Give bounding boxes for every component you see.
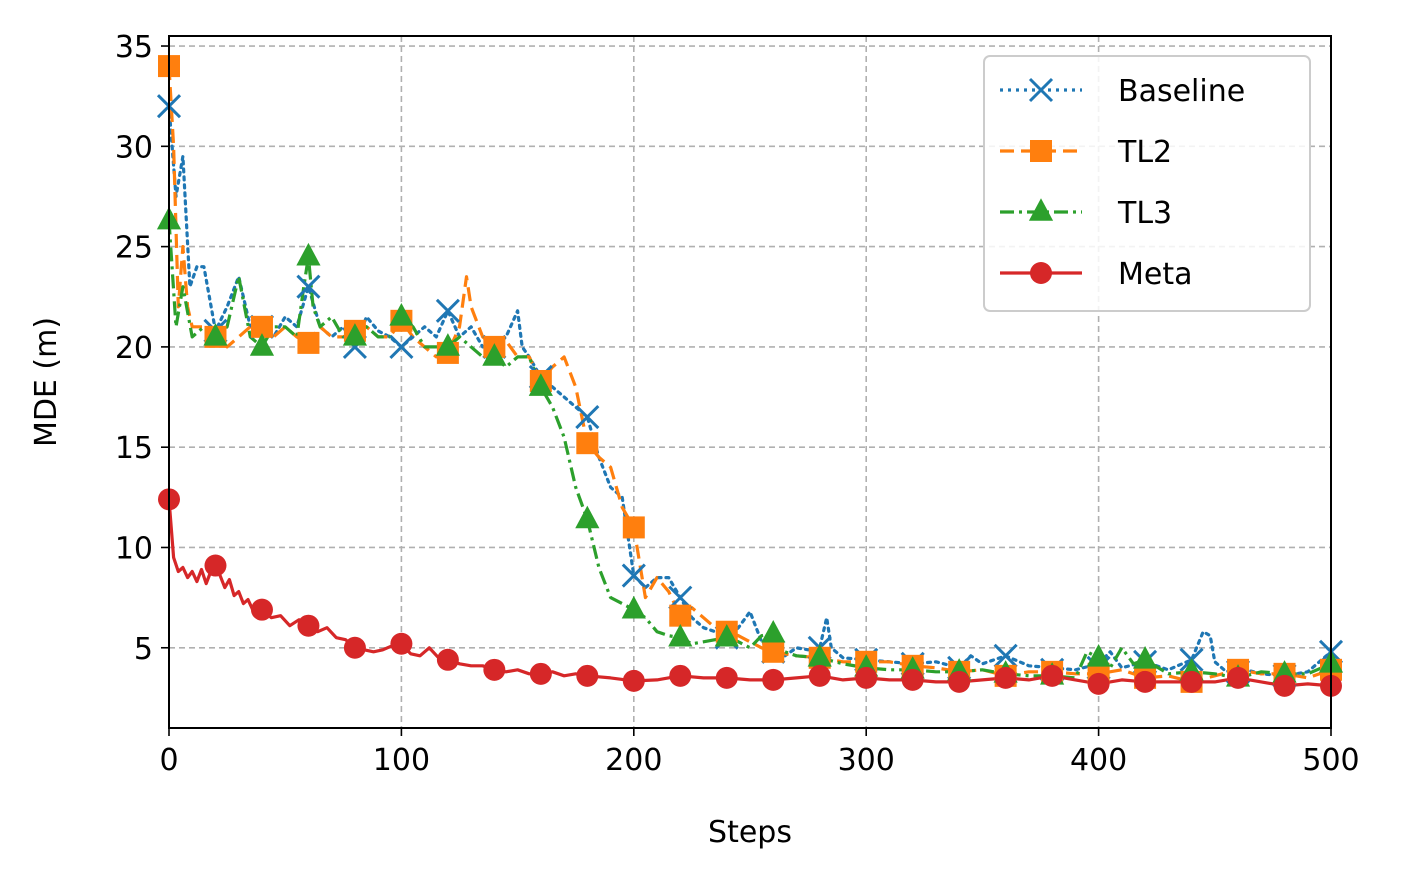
y-tick-label: 10 [115,531,153,566]
marker-meta [390,632,413,655]
marker-meta [576,664,599,687]
ticks: 0 100 200 300 400 500 5 10 15 20 25 30 35 [115,30,1360,778]
marker-tl3 [1086,644,1111,667]
marker-meta [715,666,738,689]
marker-meta [669,664,692,687]
marker-baseline-stroke [621,563,646,588]
marker-tl3 [621,595,646,619]
marker-meta [1134,670,1157,693]
marker-tl2 [250,315,273,338]
marker-tl2 [762,640,785,663]
marker-meta [1041,664,1064,687]
marker-meta [1180,670,1203,693]
legend-marker-tl2 [1030,140,1052,162]
marker-tl3 [1132,646,1158,669]
marker-tl3 [249,333,275,356]
marker-baseline [435,298,460,323]
marker-meta [762,668,785,691]
marker-tl3 [714,623,739,647]
legend-label-tl3: TL3 [1117,196,1172,231]
marker-layer [156,55,1344,697]
legend-box [983,55,1311,312]
marker-baseline-stroke [993,643,1018,668]
marker-meta [622,669,645,692]
plot-frame [168,35,1332,729]
marker-baseline-stroke [389,334,414,359]
marker-meta [529,662,552,685]
marker-meta [855,666,878,689]
legend-marker-baseline-stroke [1028,77,1054,103]
marker-baseline [575,405,600,430]
y-tick-label: 30 [115,130,153,165]
marker-meta [250,598,273,621]
marker-meta [901,668,924,691]
x-tick-label: 500 [1302,743,1359,778]
marker-meta [297,614,320,637]
marker-tl3 [528,373,553,396]
marker-tl3 [807,644,832,667]
marker-baseline [621,563,646,588]
marker-tl3 [761,619,786,643]
marker-tl3 [575,505,600,529]
marker-baseline [993,643,1018,668]
marker-meta [204,554,227,577]
marker-meta [1273,674,1296,697]
marker-tl2 [622,516,645,539]
marker-tl3 [203,323,228,346]
marker-meta [808,664,831,687]
marker-meta [343,636,366,659]
x-tick-label: 0 [159,743,178,778]
x-tick-label: 400 [1070,743,1127,778]
legend-marker-tl3 [1028,198,1054,221]
x-axis-title: Steps [708,815,792,850]
x-tick-label: 200 [605,743,662,778]
marker-tl3 [342,323,368,346]
marker-tl2 [669,604,692,627]
marker-tl3 [668,623,693,647]
legend: Baseline TL2 TL3 Meta [983,55,1311,312]
legend-label-tl2: TL2 [1117,135,1172,170]
y-tick-label: 15 [115,431,153,466]
marker-baseline [389,334,414,359]
legend-label-meta: Meta [1118,257,1193,292]
legend-marker-meta [1030,262,1052,284]
marker-baseline-stroke [435,298,460,323]
marker-meta [1087,672,1110,695]
marker-baseline-stroke [575,405,600,430]
y-tick-label: 5 [134,632,153,667]
y-tick-label: 35 [115,30,153,65]
marker-meta [1227,666,1250,689]
marker-meta [436,648,459,671]
y-tick-label: 20 [115,331,153,366]
x-tick-label: 100 [373,743,430,778]
marker-baseline [296,274,321,299]
y-tick-label: 25 [115,231,153,266]
legend-marker-baseline [1028,77,1054,103]
marker-meta [483,658,506,681]
marker-tl3 [482,343,507,366]
marker-meta [948,670,971,693]
marker-tl3 [296,242,321,266]
x-tick-label: 300 [838,743,895,778]
legend-label-baseline: Baseline [1118,74,1245,109]
y-axis-title: MDE (m) [29,317,64,447]
marker-tl3 [389,303,414,326]
marker-tl3 [435,333,460,356]
marker-tl2 [576,432,599,455]
marker-baseline-stroke [296,274,321,299]
marker-tl2 [297,331,320,354]
marker-meta [994,666,1017,689]
